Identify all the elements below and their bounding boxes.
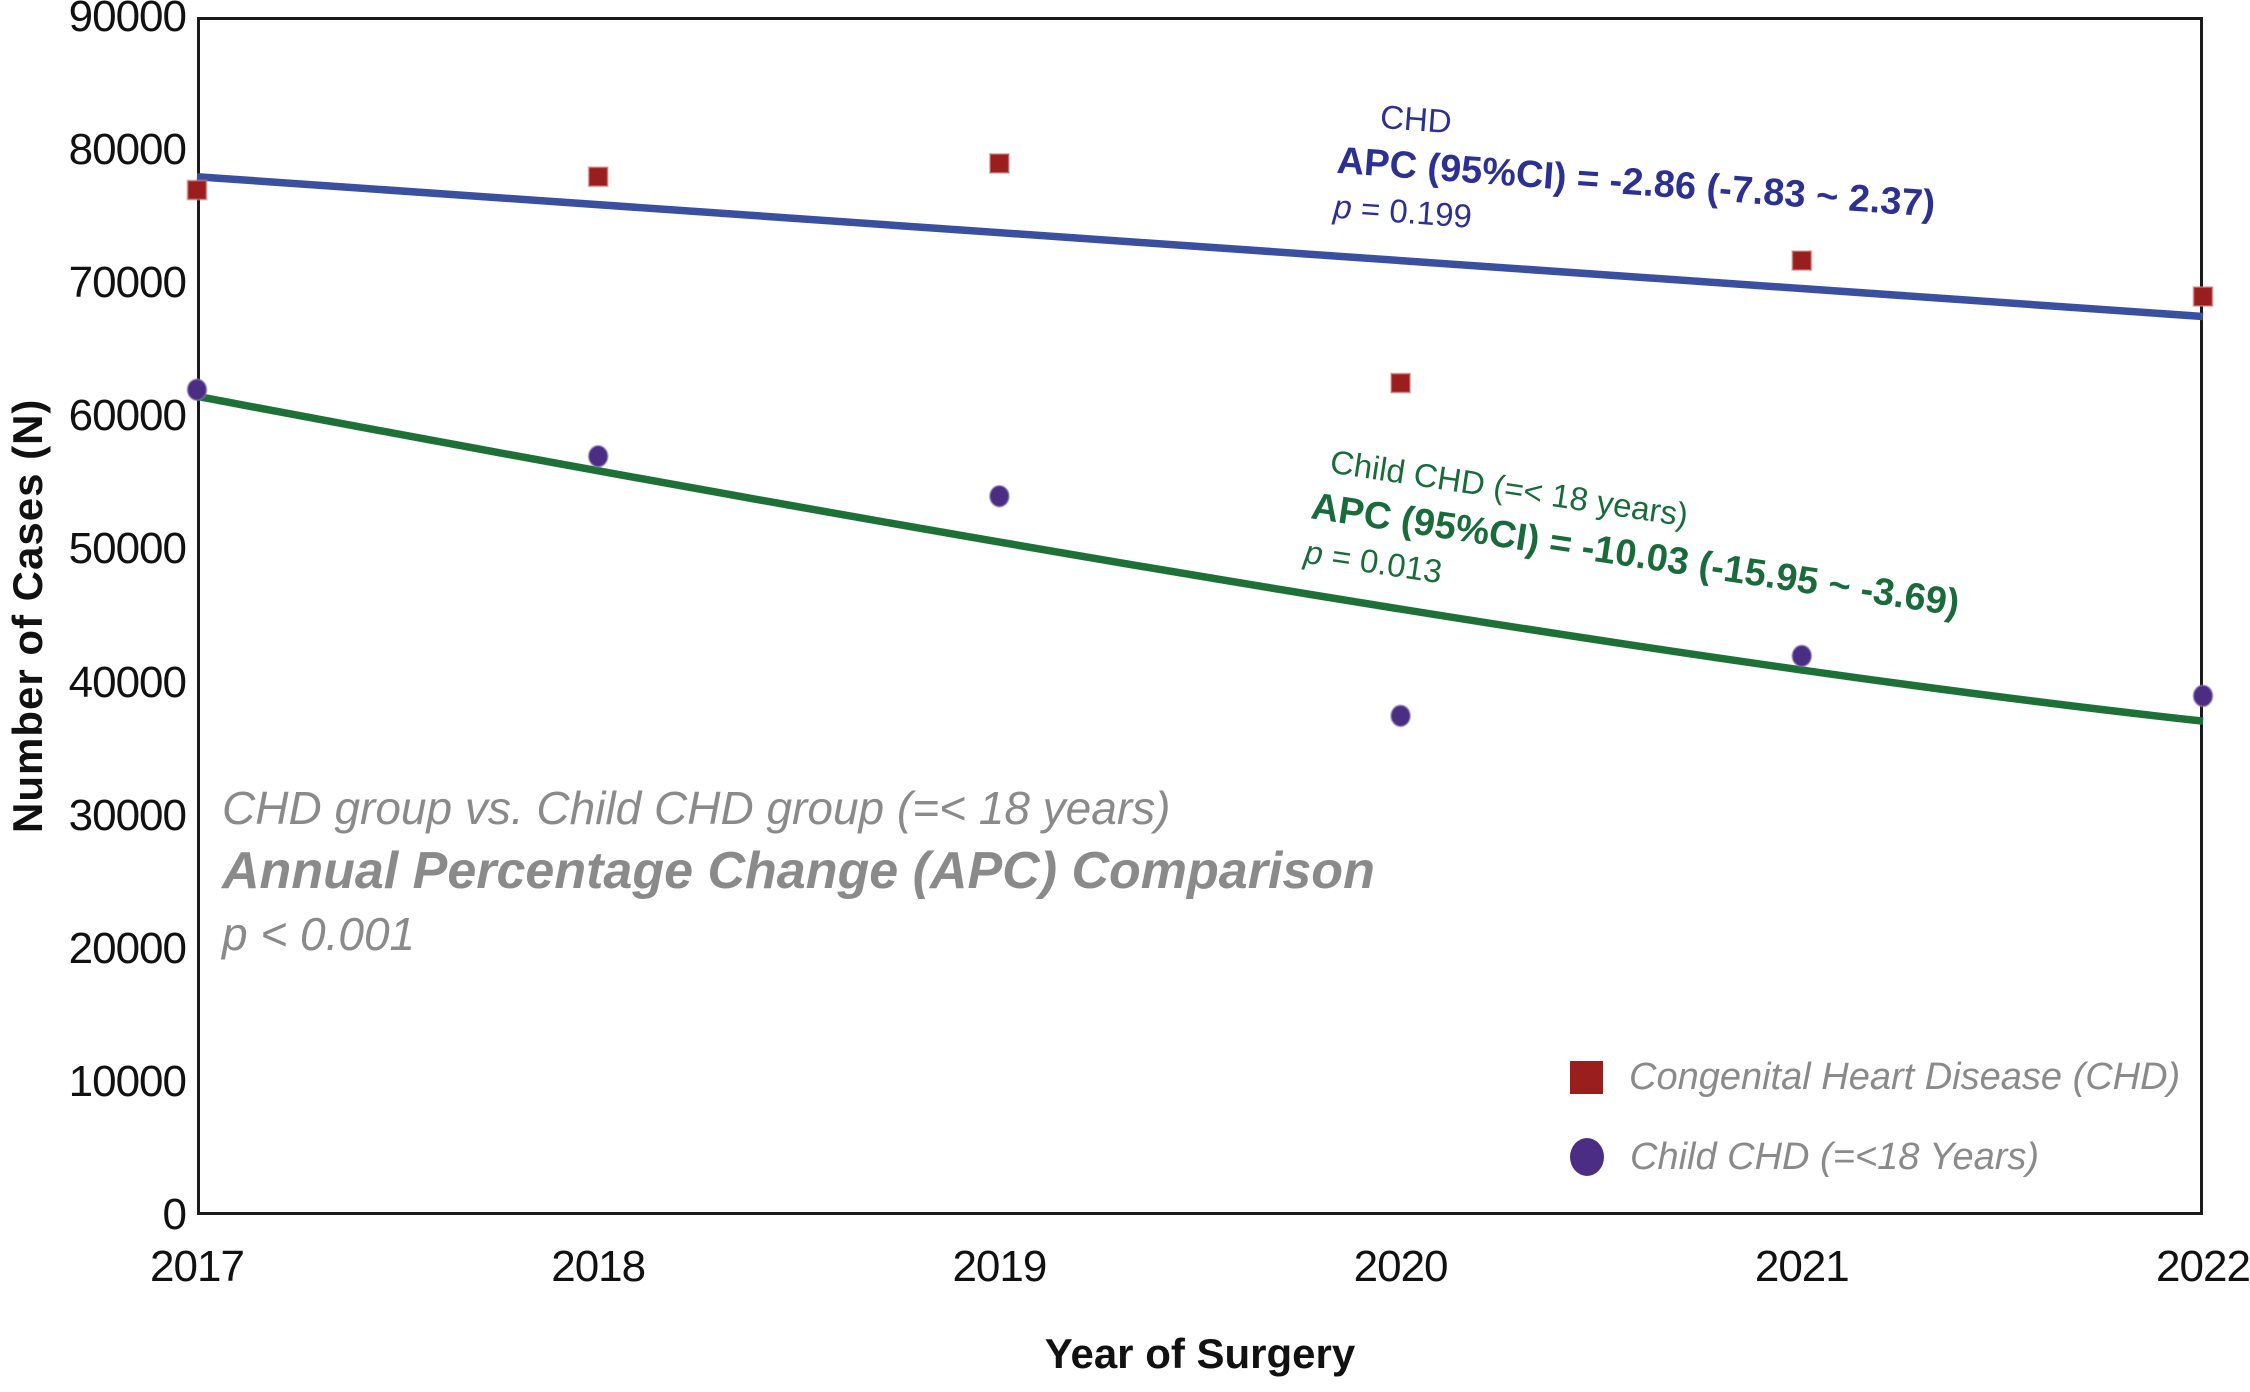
comparison-line2: Annual Percentage Change (APC) Compariso…: [222, 842, 1375, 900]
data-point-circle-2021: [1791, 644, 1813, 668]
data-point-circle-2017: [186, 378, 208, 402]
comparison-annotation: CHD group vs. Child CHD group (=< 18 yea…: [222, 778, 1375, 964]
data-point-square-2018: [587, 166, 609, 188]
comparison-line3: p < 0.001: [222, 908, 416, 960]
data-point-circle-2022: [2192, 684, 2214, 708]
x-tick-label: 2020: [1353, 1242, 1449, 1291]
y-tick-label: 0: [162, 1190, 187, 1239]
data-point-square-2017: [186, 179, 208, 201]
legend-label-chd: Congenital Heart Disease (CHD): [1629, 1055, 2181, 1098]
y-tick-label: 70000: [68, 258, 187, 308]
legend-item-child-chd: Child CHD (=<18 Years): [1570, 1134, 2180, 1180]
y-tick-label: 30000: [68, 790, 187, 840]
comparison-line1: CHD group vs. Child CHD group (=< 18 yea…: [222, 782, 1171, 834]
legend-item-chd: Congenital Heart Disease (CHD): [1570, 1054, 2180, 1100]
data-point-square-2019: [988, 152, 1010, 174]
data-point-square-2022: [2192, 286, 2214, 308]
trend-line: [196, 172, 2204, 321]
legend: Congenital Heart Disease (CHD) Child CHD…: [1570, 1054, 2180, 1214]
chd-square-marker: [1570, 1060, 1603, 1094]
y-tick-label: 10000: [68, 1056, 187, 1106]
y-axis-title: Number of Cases (N): [4, 398, 51, 834]
x-tick-label: 2019: [952, 1242, 1047, 1291]
data-point-circle-2018: [587, 444, 609, 468]
y-tick-label: 60000: [68, 391, 187, 441]
y-tick-label: 80000: [68, 125, 187, 175]
x-tick-label: 2022: [2156, 1242, 2250, 1291]
plot-canvas: [186, 152, 2214, 728]
x-tick-label: 2017: [150, 1242, 245, 1291]
y-tick-label: 90000: [68, 0, 187, 41]
data-point-circle-2020: [1390, 704, 1412, 728]
y-tick-label: 20000: [68, 923, 187, 973]
x-axis-title: Year of Surgery: [1044, 1330, 1356, 1377]
child-chd-circle-marker: [1570, 1138, 1604, 1176]
data-point-circle-2019: [988, 484, 1010, 508]
legend-label-child-chd: Child CHD (=<18 Years): [1630, 1135, 2040, 1178]
x-tick-label: 2021: [1754, 1242, 1850, 1291]
trend-line: [196, 392, 2204, 725]
y-tick-label: 40000: [68, 657, 187, 707]
plot-frame: [197, 17, 2203, 1215]
data-point-square-2021: [1791, 250, 1813, 272]
data-point-square-2020: [1390, 372, 1412, 394]
y-tick-label: 50000: [68, 524, 187, 574]
x-tick-label: 2018: [551, 1242, 646, 1291]
